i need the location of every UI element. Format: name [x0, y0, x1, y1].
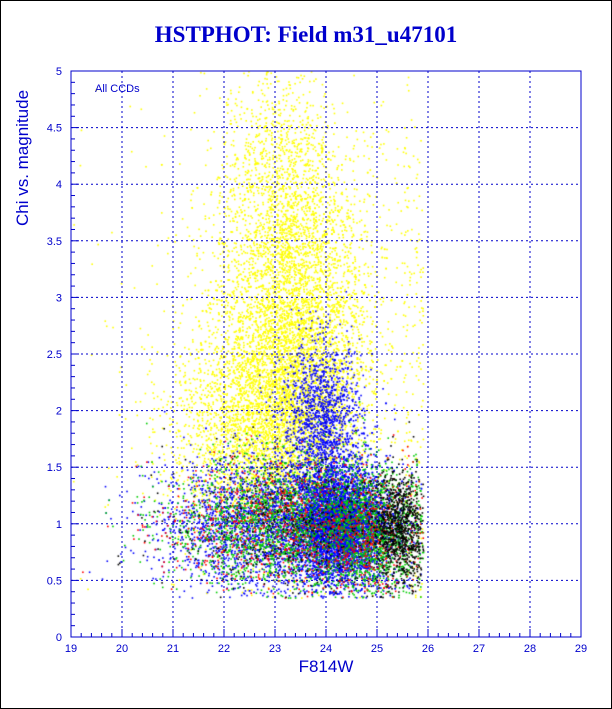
all-ccds-annotation: All CCDs	[95, 83, 140, 95]
y-tick-label: 2	[56, 406, 62, 418]
x-tick-label: 22	[218, 643, 230, 655]
y-tick-label: 2.5	[47, 349, 62, 361]
x-tick-label: 25	[371, 643, 383, 655]
x-tick-label: 24	[320, 643, 332, 655]
x-tick-label: 23	[269, 643, 281, 655]
x-tick-label: 27	[473, 643, 485, 655]
x-tick-label: 19	[65, 643, 77, 655]
y-tick-label: 3	[56, 292, 62, 304]
x-tick-labels: 19 20 21 22 23 24 25 26 27 28 29	[65, 643, 587, 655]
x-tick-label: 20	[116, 643, 128, 655]
x-tick-label: 28	[524, 643, 536, 655]
y-tick-label: 4.5	[47, 123, 62, 135]
x-axis-title: F814W	[299, 657, 354, 676]
chart-title: HSTPHOT: Field m31_u47101	[154, 22, 458, 47]
y-tick-label: 3.5	[47, 236, 62, 248]
y-axis-title: Chi vs. magnitude	[13, 90, 32, 226]
x-tick-label: 26	[422, 643, 434, 655]
y-tick-label: 0	[56, 632, 62, 644]
y-tick-label: 1.5	[47, 462, 62, 474]
y-tick-label: 4	[56, 179, 62, 191]
x-tick-label: 21	[167, 643, 179, 655]
x-tick-label: 29	[575, 643, 587, 655]
y-tick-labels: 0 0.5 1 1.5 2 2.5 3 3.5 4 4.5 5	[47, 66, 62, 644]
y-tick-label: 1	[56, 519, 62, 531]
y-tick-label: 5	[56, 66, 62, 78]
axis-ticks	[70, 70, 582, 638]
y-tick-label: 0.5	[47, 575, 62, 587]
grid-lines	[71, 71, 581, 637]
